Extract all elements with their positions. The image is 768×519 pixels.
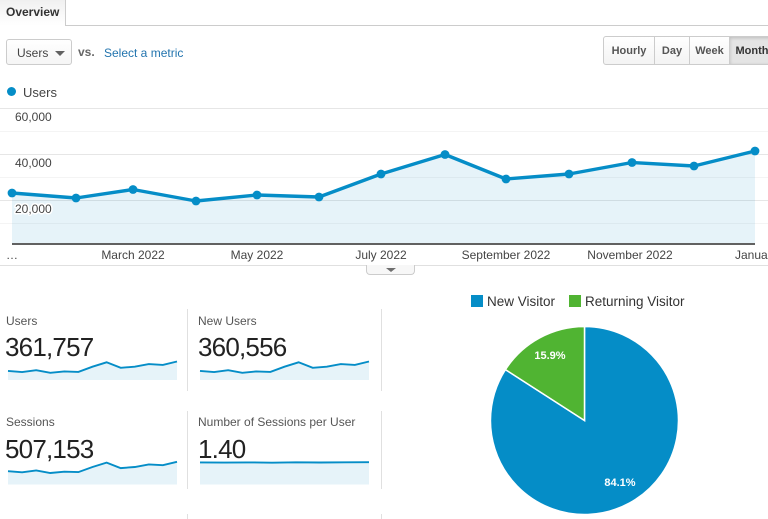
svg-text:60,000: 60,000 <box>15 110 52 124</box>
svg-text:Janua...: Janua... <box>735 248 768 262</box>
svg-text:40,000: 40,000 <box>15 156 52 170</box>
svg-text:November 2022: November 2022 <box>587 248 673 262</box>
svg-text:…: … <box>6 248 18 262</box>
svg-text:15.9%: 15.9% <box>534 350 565 362</box>
svg-text:July 2022: July 2022 <box>355 248 407 262</box>
svg-text:May 2022: May 2022 <box>231 248 284 262</box>
svg-text:20,000: 20,000 <box>15 202 52 216</box>
svg-text:September 2022: September 2022 <box>462 248 551 262</box>
svg-text:84.1%: 84.1% <box>604 477 635 489</box>
svg-text:March 2022: March 2022 <box>101 248 165 262</box>
